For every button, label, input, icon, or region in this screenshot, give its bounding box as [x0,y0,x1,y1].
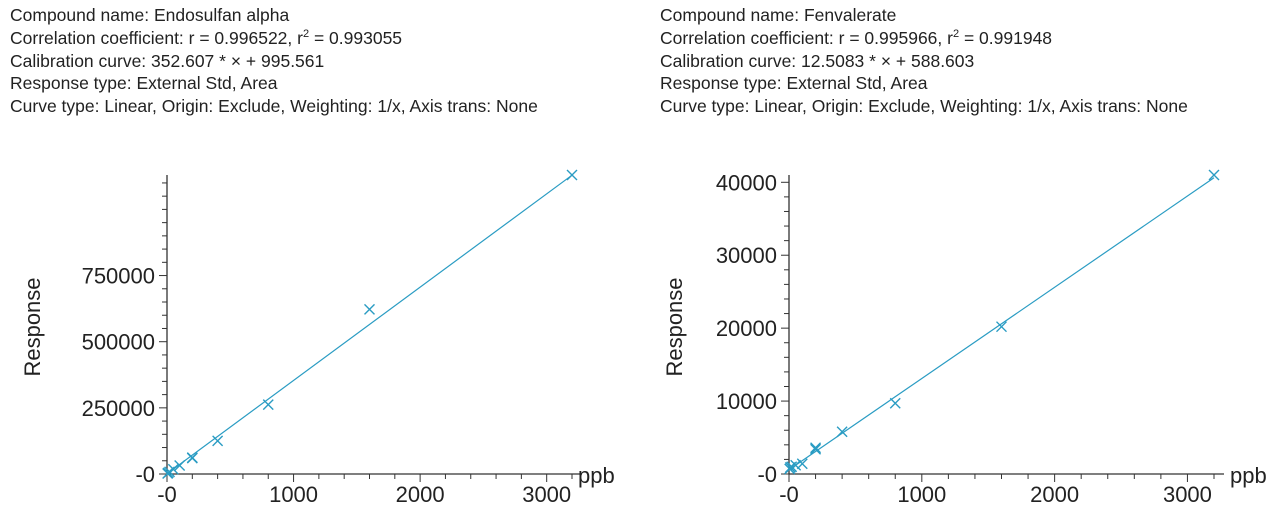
points-group [162,169,578,479]
calibration-panel-fenvalerate: Compound name: Fenvalerate Correlation c… [660,0,1280,524]
labels-group: -0 1000 2000 3000 -0 250000 500000 750000 ppb Res… [20,264,615,507]
labels-group: -0 1000 2000 3000 -0 10000 20000 30000 40000 ppb R… [662,170,1267,507]
x-tick-label: 3000 [1163,482,1212,507]
x-axis-title: ppb [1230,463,1267,488]
x-tick-label: 2000 [396,482,445,507]
data-point [566,169,578,181]
data-point [1208,169,1220,181]
fit-group [166,174,573,475]
correlation-coefficient: Correlation coefficient: r = 0.995966, r… [660,27,1053,48]
fit-group [788,177,1215,471]
y-tick-label: 750000 [82,264,155,289]
data-point [212,435,224,447]
data-point [167,463,179,475]
compound-name: Compound name: Endosulfan alpha [10,5,290,25]
y-tick-label: 40000 [716,170,777,195]
calibration-chart: -0 1000 2000 3000 -0 250000 500000 750000 ppb Res… [20,169,615,507]
points-group [784,169,1220,475]
x-tick-label: 3000 [522,482,571,507]
y-tick-label: 250000 [82,396,155,421]
response-type: Response type: External Std, Area [660,73,928,94]
data-point [364,303,375,315]
x-tick-label: -0 [157,482,177,507]
y-tick-label: -0 [757,462,777,487]
axes-group [781,175,1224,482]
data-point [786,461,798,473]
data-point [790,459,802,471]
data-point [836,426,848,438]
curve-type: Curve type: Linear, Origin: Exclude, Wei… [660,96,1188,117]
data-point [810,443,822,455]
compound-info: Compound name: Endosulfan alpha Correlat… [10,4,538,118]
compound-name: Compound name: Fenvalerate [660,5,897,25]
data-point [796,458,808,470]
x-tick-label: -0 [779,482,799,507]
x-tick-label: 1000 [897,482,946,507]
data-point [186,452,198,464]
data-point [262,399,274,411]
x-tick-label: 1000 [269,482,318,507]
data-point [889,397,901,409]
y-tick-label: -0 [135,462,155,487]
calibration-fit-line [788,177,1215,471]
x-tick-label: 2000 [1030,482,1079,507]
data-point [174,460,186,472]
calibration-fit-line [166,174,573,475]
x-axis-title: ppb [578,463,615,488]
curve-type: Curve type: Linear, Origin: Exclude, Wei… [10,96,538,117]
y-tick-label: 20000 [716,316,777,341]
y-tick-label: 30000 [716,243,777,268]
data-point [810,442,822,454]
calibration-panel-endosulfan: Compound name: Endosulfan alpha Correlat… [10,0,630,524]
compound-info: Compound name: Fenvalerate Correlation c… [660,4,1188,118]
correlation-coefficient: Correlation coefficient: r = 0.996522, r… [10,27,403,48]
calibration-chart: -0 1000 2000 3000 -0 10000 20000 30000 40000 ppb R… [662,169,1267,507]
y-axis-title: Response [662,277,687,376]
response-type: Response type: External Std, Area [10,73,278,94]
y-tick-label: 10000 [716,389,777,414]
y-axis-title: Response [20,277,45,376]
data-point [996,321,1007,333]
y-tick-label: 500000 [82,330,155,355]
calibration-curve: Calibration curve: 12.5083 * × + 588.603 [660,50,975,71]
calibration-curve: Calibration curve: 352.607 * × + 995.561 [10,50,325,71]
